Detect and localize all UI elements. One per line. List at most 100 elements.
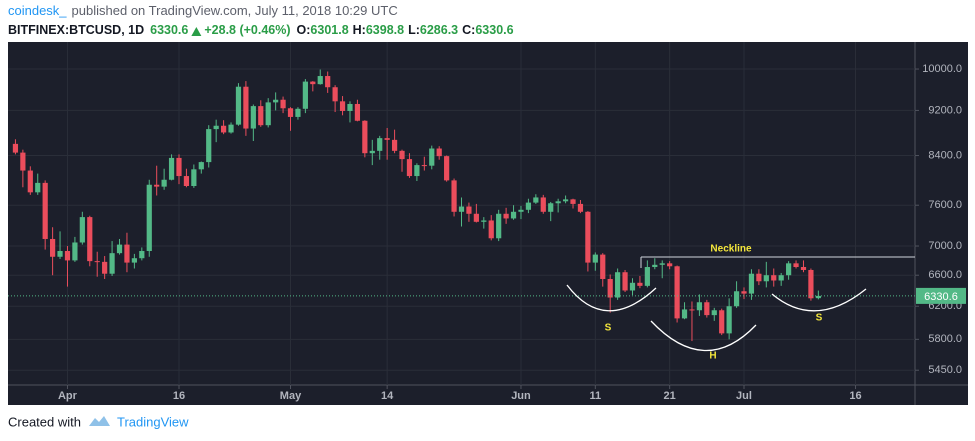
- right-shoulder-arc: [771, 288, 867, 312]
- brand[interactable]: TradingView: [117, 414, 189, 429]
- x-tick-label: 16: [849, 390, 861, 402]
- candle-body: [399, 150, 405, 160]
- shoulder-label: S: [605, 323, 612, 334]
- candle-body: [220, 125, 227, 133]
- y-tick-label: 7600.0: [928, 199, 962, 211]
- candle-body: [778, 275, 784, 281]
- x-tick-label: Apr: [58, 390, 78, 402]
- candle-body: [615, 272, 621, 298]
- candle-body: [600, 254, 606, 279]
- candle-body: [592, 254, 598, 263]
- candle-body: [756, 273, 762, 282]
- candle-body: [72, 242, 78, 261]
- last-price-box: [916, 287, 966, 304]
- candle-body: [57, 251, 63, 257]
- x-tick-label: 11: [589, 390, 601, 402]
- candle-body: [689, 309, 695, 311]
- ohlc-key: H:: [353, 23, 366, 37]
- candle-body: [681, 309, 688, 319]
- candle-body: [109, 253, 115, 274]
- candle-body: [622, 272, 628, 291]
- candle-body: [406, 159, 413, 177]
- ohlc-value: 6398.8: [366, 23, 404, 37]
- candle-body: [733, 291, 740, 307]
- candle-body: [414, 165, 420, 177]
- shoulder-label: S: [816, 313, 823, 324]
- candle-body: [265, 102, 271, 126]
- candle-body: [354, 103, 361, 121]
- author: coindesk_: [8, 3, 67, 18]
- candle-body: [250, 106, 256, 129]
- candle-body: [629, 282, 636, 291]
- candle-body: [719, 310, 725, 334]
- symbol: BITFINEX:BTCUSD, 1D: [8, 23, 144, 37]
- candle-body: [273, 99, 279, 103]
- change: +28.8 (+0.46%): [204, 23, 290, 37]
- ohlc-key: L:: [408, 23, 420, 37]
- candle-body: [466, 206, 472, 214]
- candle-body: [815, 295, 821, 299]
- candle-body: [793, 263, 799, 268]
- candle-body: [808, 269, 814, 299]
- candle-body: [458, 206, 465, 212]
- x-tick-label: 16: [173, 390, 185, 402]
- x-tick-label: May: [280, 390, 302, 402]
- y-tick-label: 6600.0: [928, 269, 962, 281]
- candle-body: [696, 302, 703, 311]
- candle-body: [161, 179, 167, 187]
- neckline-label: Neckline: [710, 244, 752, 255]
- candle-body: [235, 86, 242, 125]
- candle-body: [102, 261, 108, 274]
- candle-body: [704, 302, 710, 316]
- candle-body: [555, 201, 561, 204]
- candle-body: [131, 258, 137, 263]
- symbol-line: BITFINEX:BTCUSD, 1D 6330.6 +28.8 (+0.46%) O…: [8, 23, 514, 37]
- x-tick-label: 21: [664, 390, 676, 402]
- y-tick-label: 8400.0: [928, 149, 962, 161]
- candle-body: [510, 211, 517, 219]
- candle-body: [317, 76, 323, 85]
- candle-body: [429, 148, 435, 166]
- candle-body: [258, 106, 264, 126]
- candle-body: [280, 99, 286, 109]
- candle-body: [347, 103, 353, 111]
- pattern-overlay: Neckline S H S: [566, 244, 915, 362]
- candle-body: [741, 291, 747, 294]
- candle-body: [168, 157, 175, 180]
- candle-body: [585, 211, 591, 263]
- candle-body: [287, 108, 294, 117]
- candle-body: [570, 199, 576, 204]
- candle-body: [607, 278, 613, 298]
- candle-body: [50, 238, 56, 257]
- candle-body: [667, 263, 673, 267]
- y-tick-label: 5450.0: [928, 364, 962, 376]
- candle-body: [213, 125, 219, 130]
- candle-body: [295, 108, 301, 117]
- candle-body: [325, 76, 331, 88]
- candle-body: [20, 152, 26, 171]
- candle-body: [562, 199, 569, 202]
- candle-body: [711, 310, 717, 316]
- ohlc-value: 6301.8: [310, 23, 348, 37]
- candle-body: [496, 213, 502, 239]
- footer: Created with TradingView: [8, 414, 189, 429]
- candle-body: [228, 124, 234, 133]
- candle-body: [198, 162, 204, 170]
- y-tick-label: 10000.0: [922, 63, 962, 75]
- candle-body: [369, 150, 375, 154]
- candle-body: [94, 261, 100, 263]
- y-tick-label: 9200.0: [928, 104, 962, 116]
- candle-body: [771, 275, 777, 281]
- candle-body: [540, 197, 546, 212]
- logo: [89, 416, 110, 426]
- candle-body: [176, 157, 182, 177]
- candle-body: [659, 263, 665, 265]
- candle-body: [243, 86, 249, 129]
- candle-body: [518, 209, 524, 212]
- ohlc-key: C:: [462, 23, 475, 37]
- candle-body: [644, 267, 650, 286]
- chart-panel: [8, 42, 968, 405]
- candle-body: [577, 203, 584, 212]
- candle-body: [451, 180, 457, 212]
